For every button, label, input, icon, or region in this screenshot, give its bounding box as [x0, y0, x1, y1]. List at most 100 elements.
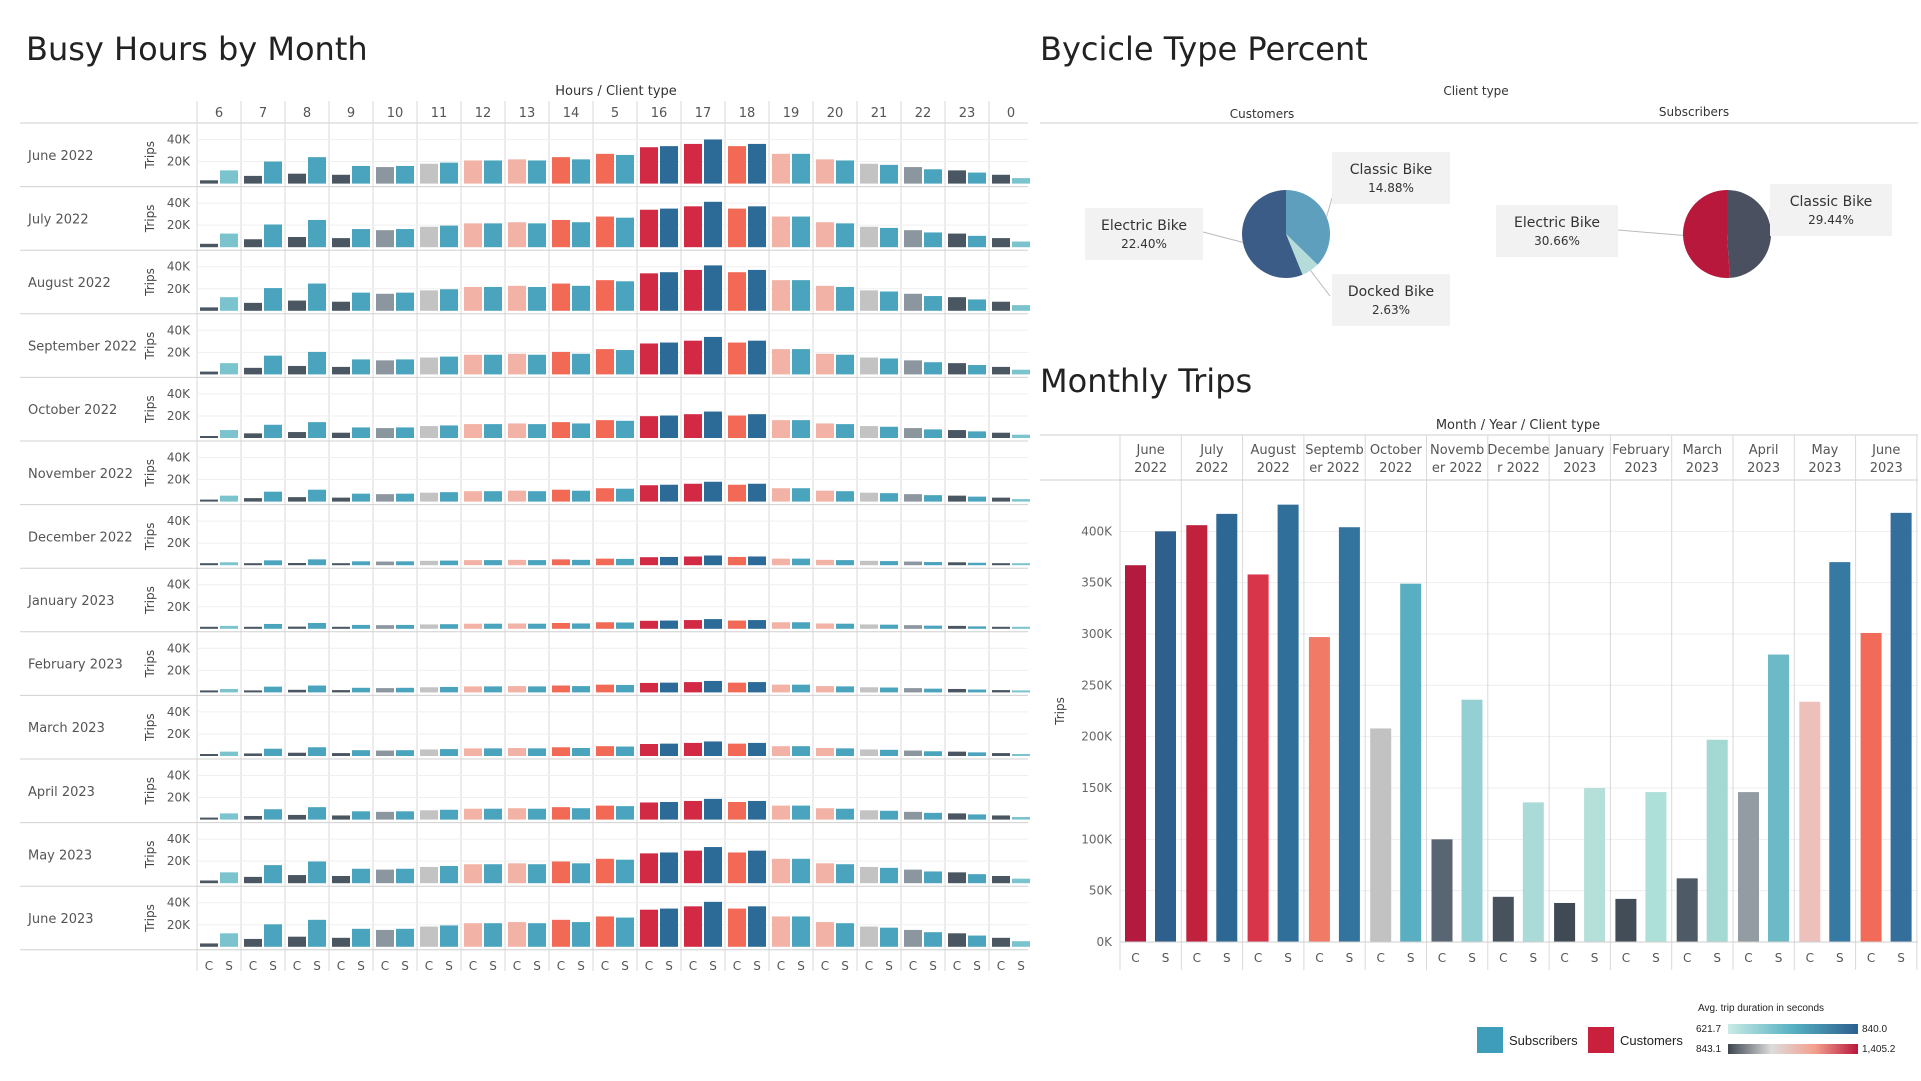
busy-bar-subscribers [528, 560, 546, 566]
busy-bar-customers [288, 626, 306, 629]
busy-bar-subscribers [968, 496, 986, 502]
busy-bar-subscribers [968, 172, 986, 184]
busy-bar-customers [684, 143, 702, 184]
busy-bar-subscribers [220, 170, 238, 184]
busy-bar-subscribers [924, 562, 942, 566]
busy-bar-subscribers [220, 430, 238, 438]
busy-bar-subscribers [924, 932, 942, 947]
busy-bar-subscribers [968, 752, 986, 756]
busy-bar-subscribers [792, 858, 810, 884]
busy-bar-customers [904, 929, 922, 947]
row-tick-label: 20K [167, 791, 191, 805]
monthly-bar-subscribers [1768, 654, 1789, 942]
monthly-bar-subscribers [1338, 527, 1360, 942]
client-axis-label: S [401, 959, 409, 973]
busy-bar-subscribers [264, 288, 282, 311]
busy-bar-customers [552, 747, 570, 756]
busy-bar-subscribers [880, 493, 898, 502]
busy-bar-subscribers [968, 935, 986, 947]
row-tick-label: 20K [167, 155, 191, 169]
monthly-client-label: S [1897, 951, 1905, 965]
month-row-label: May 2023 [28, 848, 92, 863]
busy-bar-customers [684, 414, 702, 438]
monthly-bar-subscribers [1584, 788, 1606, 942]
busy-bar-customers [904, 428, 922, 438]
busy-bar-customers [684, 206, 702, 248]
busy-bar-customers [376, 230, 394, 248]
row-axis-title: Trips [143, 713, 157, 742]
busy-bar-subscribers [352, 928, 370, 947]
busy-bar-subscribers [704, 481, 722, 502]
client-axis-label: S [665, 959, 673, 973]
busy-bar-subscribers [528, 424, 546, 438]
busy-bar-subscribers [220, 363, 238, 375]
busy-bar-subscribers [220, 495, 238, 502]
monthly-client-label: S [1836, 951, 1844, 965]
busy-bar-customers [332, 366, 350, 375]
busy-bar-subscribers [484, 748, 502, 756]
busy-bar-subscribers [396, 624, 414, 629]
hour-label-17: 17 [695, 106, 712, 121]
row-tick-label: 20K [167, 727, 191, 741]
busy-bar-subscribers [836, 160, 854, 184]
busy-bar-customers [596, 558, 614, 566]
busy-bar-subscribers [572, 423, 590, 438]
row-tick-label: 40K [167, 260, 191, 274]
hour-label-11: 11 [431, 106, 448, 121]
busy-bar-subscribers [704, 798, 722, 820]
busy-bar-customers [420, 624, 438, 629]
busy-bar-subscribers [880, 927, 898, 947]
client-axis-label: S [489, 959, 497, 973]
busy-bar-customers [332, 937, 350, 947]
monthly-bar-subscribers [1706, 739, 1728, 942]
client-axis-label: S [1017, 959, 1025, 973]
busy-bar-subscribers [616, 420, 634, 438]
busy-bar-subscribers [440, 162, 458, 184]
client-axis-label: C [557, 959, 565, 973]
subscribers-swatch [1477, 1027, 1503, 1053]
busy-bar-subscribers [308, 861, 326, 884]
busy-bar-customers [684, 340, 702, 375]
busy-bar-subscribers [924, 688, 942, 693]
hour-label-14: 14 [563, 106, 580, 121]
busy-bar-customers [640, 557, 658, 566]
row-tick-label: 20K [167, 409, 191, 423]
busy-bar-subscribers [220, 297, 238, 311]
busy-bar-subscribers [396, 811, 414, 820]
busy-bar-customers [860, 426, 878, 438]
client-axis-label: S [753, 959, 761, 973]
busy-bar-customers [860, 749, 878, 756]
busy-bar-customers [684, 850, 702, 884]
row-tick-label: 40K [167, 769, 191, 783]
busy-bar-customers [332, 174, 350, 184]
monthly-client-label: C [1377, 951, 1385, 965]
busy-bar-subscribers [440, 289, 458, 311]
busy-bar-subscribers [396, 359, 414, 375]
monthly-client-label: S [1407, 951, 1415, 965]
busy-bar-customers [288, 875, 306, 884]
hour-label-10: 10 [387, 106, 404, 121]
busy-bar-subscribers [792, 746, 810, 756]
month-label-line1: January [1554, 443, 1605, 458]
pie-label-box [1332, 274, 1450, 326]
busy-bar-customers [244, 498, 262, 502]
monthly-bar-customers [1370, 728, 1392, 942]
busy-bar-customers [640, 485, 658, 502]
busy-bar-customers [904, 811, 922, 820]
hour-label-13: 13 [519, 106, 536, 121]
bike-type-chart: Client type Customers Subscribers Classic B… [1040, 84, 1918, 326]
busy-hours-title: Busy Hours by Month [26, 30, 368, 68]
busy-bar-customers [728, 415, 746, 438]
busy-bar-customers [508, 747, 526, 756]
busy-bar-customers [948, 495, 966, 502]
busy-bar-subscribers [484, 560, 502, 566]
busy-bar-customers [244, 433, 262, 438]
busy-bar-customers [200, 563, 218, 566]
busy-bar-customers [464, 623, 482, 629]
month-label-line1: April [1749, 443, 1779, 458]
busy-bar-subscribers [264, 865, 282, 884]
busy-bar-customers [772, 153, 790, 184]
monthly-y-tick: 250K [1081, 678, 1113, 692]
month-label-line2: 2022 [1134, 461, 1167, 476]
busy-bar-customers [992, 753, 1010, 756]
